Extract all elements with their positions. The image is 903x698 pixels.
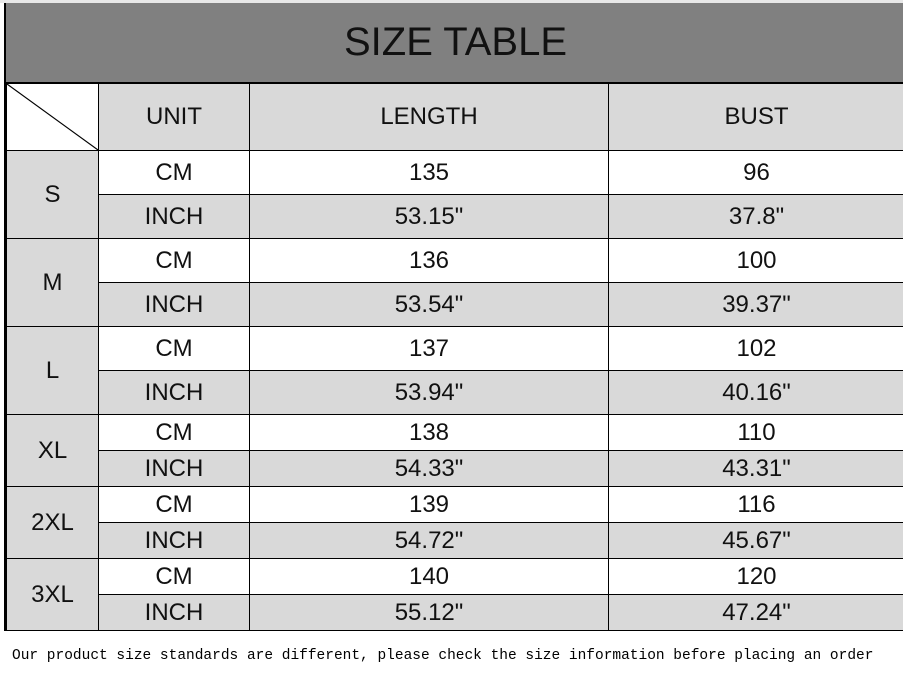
bust-cell: 37.8": [608, 194, 903, 239]
size-note: Our product size standards are different…: [12, 648, 874, 664]
table-row-inch: INCH 54.72" 45.67": [7, 522, 903, 559]
header-row: UNIT LENGTH BUST: [6, 83, 903, 151]
length-cell: 53.15": [249, 194, 609, 239]
bust-cell: 45.67": [608, 522, 903, 559]
unit-cell: CM: [98, 326, 250, 371]
table-row-inch: INCH 53.15" 37.8": [7, 194, 903, 239]
table-row-inch: INCH 54.33" 43.31": [7, 450, 903, 487]
table-row-inch: INCH 53.54" 39.37": [7, 282, 903, 327]
length-cell: 53.94": [249, 370, 609, 415]
size-label: S: [6, 150, 99, 239]
unit-cell: CM: [98, 486, 250, 523]
length-cell: 54.33": [249, 450, 609, 487]
length-cell: 54.72": [249, 522, 609, 559]
bust-cell: 47.24": [608, 594, 903, 631]
length-cell: 136: [249, 238, 609, 283]
bust-cell: 96: [608, 150, 903, 195]
table-row-cm: S CM 135 96: [6, 150, 903, 239]
table-row-inch: INCH 53.94" 40.16": [7, 370, 903, 415]
sheet-gridline: [0, 0, 903, 3]
unit-cell: CM: [98, 238, 250, 283]
bust-cell: 40.16": [608, 370, 903, 415]
header-length: LENGTH: [249, 83, 609, 151]
bust-cell: 39.37": [608, 282, 903, 327]
unit-cell: INCH: [98, 370, 250, 415]
length-cell: 137: [249, 326, 609, 371]
length-cell: 55.12": [249, 594, 609, 631]
bust-cell: 110: [608, 414, 903, 451]
length-cell: 139: [249, 486, 609, 523]
header-unit: UNIT: [98, 83, 250, 151]
unit-cell: INCH: [98, 594, 250, 631]
length-cell: 53.54": [249, 282, 609, 327]
size-label: 2XL: [6, 486, 99, 559]
table-row-cm: M CM 136 100: [6, 238, 903, 327]
table-row-inch: INCH 55.12" 47.24": [7, 594, 903, 631]
unit-cell: INCH: [98, 194, 250, 239]
unit-cell: CM: [98, 150, 250, 195]
bust-cell: 120: [608, 558, 903, 595]
size-table: SIZE TABLE UNIT LENGTH BUST S CM 135 96 I…: [4, 3, 903, 631]
length-cell: 140: [249, 558, 609, 595]
bust-cell: 116: [608, 486, 903, 523]
bust-cell: 43.31": [608, 450, 903, 487]
bust-cell: 100: [608, 238, 903, 283]
length-cell: 135: [249, 150, 609, 195]
size-label: M: [6, 238, 99, 327]
size-label: L: [6, 326, 99, 415]
table-row-cm: 3XL CM 140 120: [6, 558, 903, 631]
size-grid: UNIT LENGTH BUST S CM 135 96 INCH 53.15" …: [6, 83, 903, 631]
header-bust: BUST: [608, 83, 903, 151]
unit-cell: INCH: [98, 522, 250, 559]
unit-cell: INCH: [98, 450, 250, 487]
table-title: SIZE TABLE: [6, 3, 903, 83]
bust-cell: 102: [608, 326, 903, 371]
size-label: XL: [6, 414, 99, 487]
size-label: 3XL: [6, 558, 99, 631]
unit-cell: CM: [98, 414, 250, 451]
diagonal-corner-cell: [6, 83, 99, 151]
table-row-cm: 2XL CM 139 116: [6, 486, 903, 559]
unit-cell: INCH: [98, 282, 250, 327]
table-row-cm: L CM 137 102: [6, 326, 903, 415]
unit-cell: CM: [98, 558, 250, 595]
table-row-cm: XL CM 138 110: [6, 414, 903, 487]
length-cell: 138: [249, 414, 609, 451]
